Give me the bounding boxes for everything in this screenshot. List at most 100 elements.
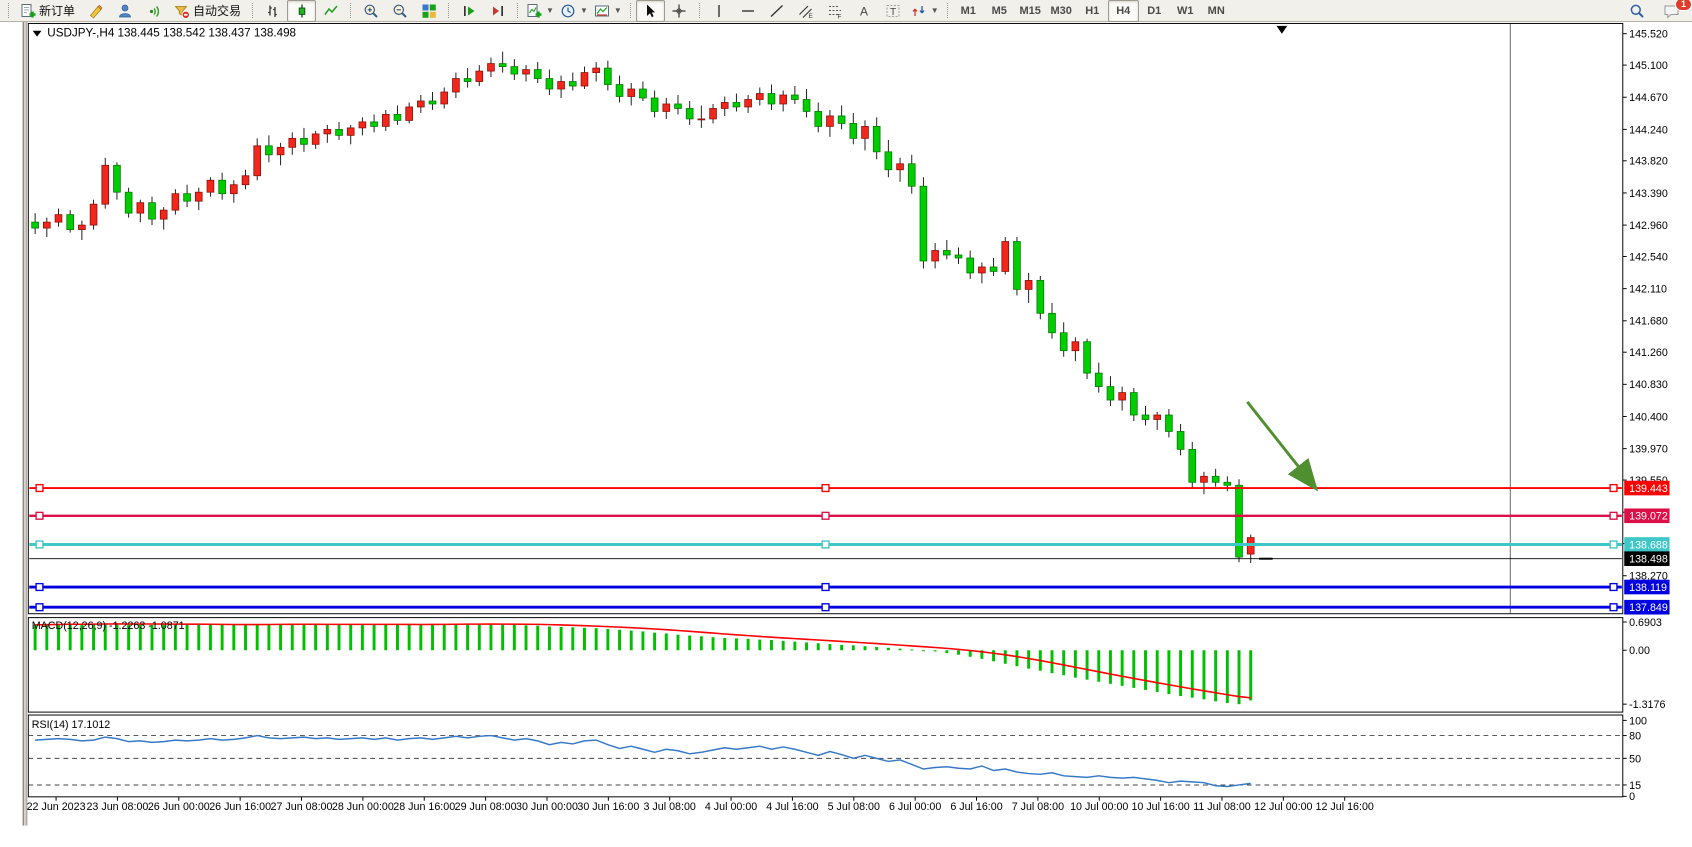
macd-histogram-bar xyxy=(384,624,388,651)
candle-body-down xyxy=(872,126,881,153)
timeframe-w1-button[interactable]: W1 xyxy=(1176,4,1194,17)
templates-button[interactable]: ▼ xyxy=(591,0,625,22)
toolbar-grip[interactable] xyxy=(629,3,631,18)
candle xyxy=(311,130,320,149)
hline-handle[interactable] xyxy=(1609,603,1618,612)
candle-body-up xyxy=(206,179,215,193)
macd-histogram-bar xyxy=(1120,650,1124,686)
macd-histogram-bar xyxy=(1003,650,1007,664)
zoom-in-button[interactable] xyxy=(356,0,385,22)
candle xyxy=(533,62,542,84)
periods-caret-icon[interactable]: ▼ xyxy=(579,6,588,15)
horizontal-line-139443[interactable] xyxy=(29,483,1622,493)
zoom-out-button[interactable] xyxy=(385,0,414,22)
bar-chart-button[interactable] xyxy=(258,0,287,22)
hline-handle[interactable] xyxy=(1609,582,1618,592)
toolbar-grip[interactable] xyxy=(252,3,254,18)
channel-tool-button[interactable]: E xyxy=(792,0,821,22)
fibonacci-tool-button[interactable]: F xyxy=(821,0,850,22)
tile-windows-button[interactable] xyxy=(414,0,443,22)
line-chart-button[interactable] xyxy=(316,0,345,22)
rsi-pane[interactable] xyxy=(27,714,1624,798)
search-button[interactable] xyxy=(1622,0,1651,22)
templates-caret-icon[interactable]: ▼ xyxy=(613,6,622,15)
hline-handle[interactable] xyxy=(35,582,44,592)
candle xyxy=(78,220,86,241)
candle xyxy=(1141,406,1150,426)
periods-button[interactable]: ▼ xyxy=(557,0,591,22)
horizontal-line-138119[interactable] xyxy=(29,582,1622,592)
crosshair-button[interactable] xyxy=(665,0,694,22)
macd-histogram-bar xyxy=(80,624,84,651)
horizontal-line-138688[interactable] xyxy=(29,540,1622,549)
hline-handle[interactable] xyxy=(821,511,830,520)
hline-handle[interactable] xyxy=(35,511,44,520)
candle-body-down xyxy=(498,63,507,67)
chat-button[interactable]: 1 xyxy=(1657,0,1692,22)
toolbar-grip[interactable] xyxy=(946,3,948,18)
toolbar-grip[interactable] xyxy=(517,3,519,18)
macd-histogram-bar xyxy=(162,624,166,651)
metaeditor-button[interactable] xyxy=(81,0,110,22)
hline-handle[interactable] xyxy=(1609,511,1618,520)
candle-body-down xyxy=(218,179,226,195)
autotrading-button[interactable]: 自动交易 xyxy=(168,0,247,22)
toolbar-grip[interactable] xyxy=(8,3,9,18)
trendline-tool-button[interactable] xyxy=(763,0,792,22)
timeframe-m15-button[interactable]: M15 xyxy=(1019,4,1041,17)
label-tool-button[interactable]: T xyxy=(879,0,908,22)
timeframe-h1-button[interactable]: H1 xyxy=(1085,4,1100,17)
toolbar-grip[interactable] xyxy=(448,3,450,18)
timeframe-m5-button[interactable]: M5 xyxy=(991,4,1007,17)
hline-handle[interactable] xyxy=(1609,540,1618,549)
down-trend-arrow-annotation[interactable] xyxy=(1246,400,1319,492)
community-button[interactable] xyxy=(110,0,139,22)
timeframe-m30-button[interactable]: M30 xyxy=(1050,4,1072,17)
hline-handle[interactable] xyxy=(821,603,830,612)
chart-shift-marker-icon[interactable] xyxy=(1276,25,1288,34)
arrows-caret-icon[interactable]: ▼ xyxy=(930,6,939,15)
candle-body-down xyxy=(639,88,647,99)
indicators-caret-icon[interactable]: ▼ xyxy=(546,6,554,15)
toolbar-grip[interactable] xyxy=(698,3,700,18)
price-badge xyxy=(1624,508,1670,524)
timeframe-m1-button[interactable]: M1 xyxy=(960,4,976,17)
vertical-line-tool-button[interactable] xyxy=(705,0,734,22)
timeframe-d1-button[interactable]: D1 xyxy=(1147,4,1162,17)
macd-pane[interactable] xyxy=(27,617,1624,713)
hline-handle[interactable] xyxy=(1609,483,1618,493)
hline-handle[interactable] xyxy=(821,582,830,592)
auto-scroll-button[interactable] xyxy=(454,0,483,22)
hline-handle[interactable] xyxy=(821,483,830,493)
timeframe-h4-button[interactable]: H4 xyxy=(1107,0,1139,22)
new-order-button[interactable]: 新订单 xyxy=(14,0,81,22)
toolbar-grip[interactable] xyxy=(350,3,352,18)
candle xyxy=(323,124,332,143)
horizontal-line-137849[interactable] xyxy=(29,603,1622,612)
horizontal-line-tool-button[interactable] xyxy=(734,0,763,22)
text-tool-button[interactable]: A xyxy=(850,0,879,22)
candle xyxy=(580,66,589,90)
candle-body-down xyxy=(1013,241,1021,290)
timeframe-mn-button[interactable]: MN xyxy=(1207,4,1225,17)
main-chart-pane[interactable] xyxy=(27,22,1624,615)
community-person-icon xyxy=(118,4,131,17)
horizontal-line-139072[interactable] xyxy=(29,511,1622,520)
cursor-button[interactable] xyxy=(635,0,665,22)
candle xyxy=(288,132,297,155)
hline-handle[interactable] xyxy=(35,540,44,549)
hline-handle[interactable] xyxy=(821,540,830,549)
candle xyxy=(276,142,285,166)
time-axis-label: 30 Jun 00:00 xyxy=(516,801,578,813)
hline-handle[interactable] xyxy=(35,483,44,493)
signals-button[interactable] xyxy=(139,0,168,22)
indicators-button[interactable]: ▼ xyxy=(523,0,557,22)
chart-shift-button[interactable] xyxy=(483,0,512,22)
candle xyxy=(346,124,355,145)
hline-handle[interactable] xyxy=(35,603,44,612)
candlestick-chart-button[interactable] xyxy=(287,0,317,22)
chart-title-dropdown-icon[interactable] xyxy=(32,30,42,37)
candle xyxy=(171,189,180,215)
chart-canvas[interactable]: 145.520 145.100 144.670 144.240 143.820 143.3… xyxy=(0,22,1692,847)
arrows-tool-button[interactable]: ▼ xyxy=(908,0,942,22)
